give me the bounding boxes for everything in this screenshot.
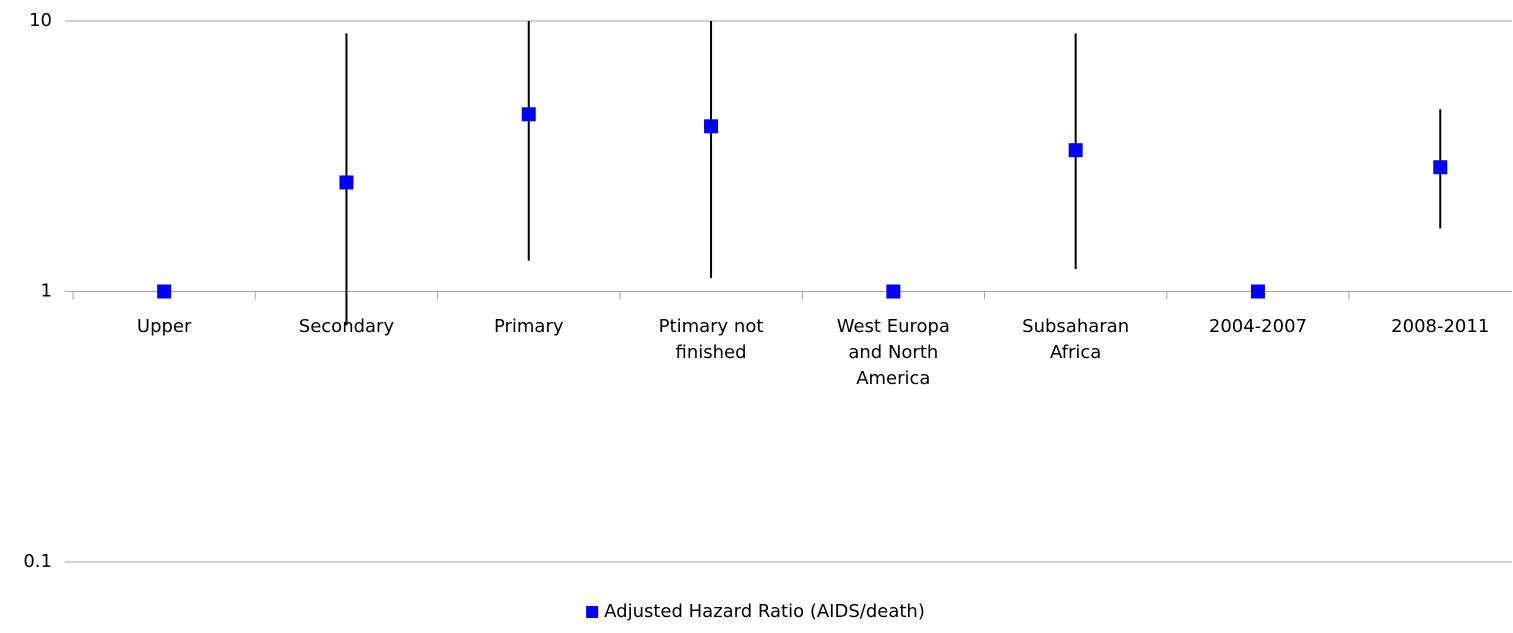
marker [1068, 143, 1083, 158]
y-tick-label: 0.1 [23, 551, 52, 572]
marker [1250, 284, 1265, 299]
legend-marker [586, 606, 599, 618]
x-tick-label-box: West Europa and North America [836, 315, 950, 389]
marker [886, 284, 901, 299]
marker [157, 284, 172, 299]
y-tick-label: 1 [41, 281, 52, 302]
x-tick-label-box: Upper [136, 315, 192, 337]
x-tick-label: Upper [136, 315, 192, 337]
marker [704, 119, 719, 134]
x-tick-label: Subsaharan Africa [1022, 315, 1130, 363]
x-tick-label: West Europa and North America [836, 315, 950, 389]
x-tick-label: Secondary [298, 315, 395, 337]
x-tick-label: Primary [493, 315, 564, 337]
x-tick-label-box: Primary [493, 315, 564, 337]
y-tick-label: 10 [29, 10, 52, 31]
x-tick-label-box: Secondary [298, 315, 395, 337]
marker [521, 107, 536, 122]
marker [339, 175, 354, 190]
x-tick-label: Ptimary not finished [658, 315, 764, 363]
x-tick-label-box: Subsaharan Africa [1022, 315, 1130, 363]
x-tick-label: 2008-2011 [1391, 315, 1490, 337]
x-tick-label-box: 2008-2011 [1391, 315, 1490, 337]
x-tick-label-box: Ptimary not finished [658, 315, 764, 363]
legend-label: Adjusted Hazard Ratio (AIDS/death) [604, 601, 925, 622]
x-tick-label-box: 2004-2007 [1208, 315, 1307, 337]
x-tick-label: 2004-2007 [1208, 315, 1307, 337]
marker [1433, 160, 1448, 175]
